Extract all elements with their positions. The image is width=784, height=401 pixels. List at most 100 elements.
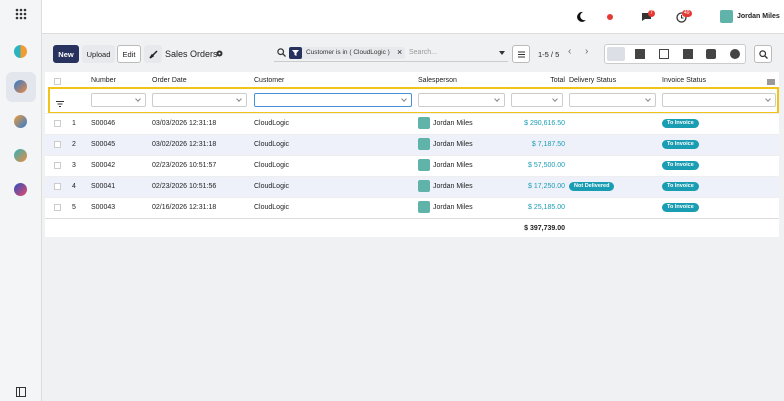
graph-view[interactable]: [706, 49, 716, 59]
column-filter[interactable]: [662, 93, 776, 107]
column-header[interactable]: Number: [91, 77, 116, 84]
row-checkbox[interactable]: [54, 120, 61, 127]
delivery-status: Not Delivered: [569, 182, 615, 191]
salesperson-avatar: [418, 117, 430, 129]
activity-view[interactable]: [730, 49, 740, 59]
page-title: Sales Orders: [165, 49, 218, 59]
column-filter[interactable]: [91, 93, 146, 107]
brush-button[interactable]: [144, 45, 162, 63]
pivot-view[interactable]: [683, 49, 693, 59]
column-header[interactable]: Total: [550, 77, 565, 84]
salesperson: Jordan Miles: [433, 183, 473, 190]
remove-filter[interactable]: ×: [397, 47, 403, 57]
order-date: 02/23/2026 10:51:57: [152, 162, 217, 169]
column-options[interactable]: [767, 79, 775, 85]
app-icon[interactable]: [14, 115, 27, 128]
sum-total: $ 397,739.00: [524, 225, 565, 232]
active-app[interactable]: [6, 72, 36, 102]
theme-icon[interactable]: [576, 11, 587, 22]
row-index: 4: [72, 183, 76, 190]
order-date: 03/03/2026 12:31:18: [152, 120, 217, 127]
kanban-view[interactable]: [635, 49, 645, 59]
customer: CloudLogic: [254, 141, 290, 148]
order-total: $ 17,250.00: [528, 183, 565, 190]
customer: CloudLogic: [254, 183, 290, 190]
table-row[interactable]: [45, 155, 779, 176]
invoice-status: To Invoice: [662, 182, 699, 191]
column-header[interactable]: Order Date: [152, 77, 187, 84]
calendar-view[interactable]: [659, 49, 669, 59]
settings-icon[interactable]: [216, 50, 223, 57]
search-placeholder: Search...: [409, 49, 438, 56]
pager: 1-5 / 5: [538, 50, 560, 59]
app-icon[interactable]: [14, 149, 27, 162]
invoice-status: To Invoice: [662, 140, 699, 149]
customer: CloudLogic: [254, 162, 290, 169]
edit-button[interactable]: Edit: [117, 45, 141, 63]
table-row[interactable]: [45, 113, 779, 134]
new-button[interactable]: New: [53, 45, 79, 63]
table-row[interactable]: [45, 197, 779, 218]
order-total: $ 25,185.00: [528, 204, 565, 211]
column-filter[interactable]: [254, 93, 412, 107]
apps-icon[interactable]: [15, 8, 27, 20]
column-filter[interactable]: [152, 93, 247, 107]
row-index: 2: [72, 141, 76, 148]
row-checkbox[interactable]: [54, 162, 61, 169]
column-header[interactable]: Invoice Status: [662, 77, 706, 84]
prev-page[interactable]: ‹: [568, 46, 572, 57]
row-checkbox[interactable]: [54, 204, 61, 211]
salesperson: Jordan Miles: [433, 204, 473, 211]
salesperson: Jordan Miles: [433, 120, 473, 127]
app-icon[interactable]: [14, 45, 27, 58]
chat-badge: 7: [648, 10, 655, 17]
column-header[interactable]: Delivery Status: [569, 77, 617, 84]
invoice-status: To Invoice: [662, 161, 699, 170]
toggle-button[interactable]: [512, 45, 530, 63]
table-row[interactable]: [45, 176, 779, 197]
next-page[interactable]: ›: [585, 46, 589, 57]
customer: CloudLogic: [254, 204, 290, 211]
row-index: 5: [72, 204, 76, 211]
order-total: $ 7,187.50: [531, 141, 565, 148]
select-all[interactable]: [54, 78, 61, 85]
order-number: S00046: [91, 120, 116, 127]
search-panel-button[interactable]: [754, 45, 772, 63]
activity-badge: 49: [682, 10, 692, 17]
row-index: 1: [72, 120, 76, 127]
order-date: 02/16/2026 12:31:18: [152, 204, 217, 211]
salesperson: Jordan Miles: [433, 141, 473, 148]
activity-icon[interactable]: [676, 12, 687, 23]
column-filter[interactable]: [569, 93, 656, 107]
table: Number Order Date Customer Salesperson Total…: [45, 72, 779, 237]
order-total: $ 290,616.50: [524, 120, 565, 127]
salesperson-avatar: [418, 201, 430, 213]
customer: CloudLogic: [254, 120, 290, 127]
app-icon[interactable]: [14, 183, 27, 196]
invoice-status: To Invoice: [662, 203, 699, 212]
table-row[interactable]: [45, 134, 779, 155]
salesperson: Jordan Miles: [433, 162, 473, 169]
order-number: S00043: [91, 204, 116, 211]
filter-chip: Customer is in ( CloudLogic ) ×: [289, 47, 405, 59]
order-total: $ 57,500.00: [528, 162, 565, 169]
status-dot: [607, 14, 613, 20]
total-row: [45, 218, 779, 239]
order-date: 02/23/2026 10:51:56: [152, 183, 217, 190]
upload-button[interactable]: Upload: [82, 45, 115, 63]
filter-text: Customer is in ( CloudLogic ): [306, 49, 390, 56]
row-checkbox[interactable]: [54, 183, 61, 190]
column-filter[interactable]: [418, 93, 505, 107]
column-filter[interactable]: [511, 93, 563, 107]
order-date: 03/02/2026 12:31:18: [152, 141, 217, 148]
search-bar[interactable]: Customer is in ( CloudLogic ) × Search..…: [274, 44, 508, 62]
user-avatar[interactable]: [720, 10, 733, 23]
collapse-icon[interactable]: [16, 387, 26, 397]
column-header[interactable]: Customer: [254, 77, 285, 84]
salesperson-avatar: [418, 138, 430, 150]
column-header[interactable]: Salesperson: [418, 77, 457, 84]
row-checkbox[interactable]: [54, 141, 61, 148]
user-name[interactable]: Jordan Miles: [737, 13, 780, 20]
list-view[interactable]: [607, 47, 625, 61]
